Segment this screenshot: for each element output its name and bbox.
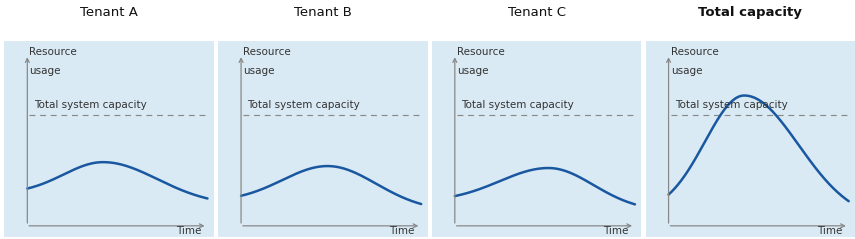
Text: Tenant B: Tenant B xyxy=(294,6,351,19)
Text: usage: usage xyxy=(670,66,702,76)
Text: Time: Time xyxy=(176,226,201,236)
Text: Resource: Resource xyxy=(457,47,504,56)
Text: Total system capacity: Total system capacity xyxy=(247,100,360,110)
Text: Total system capacity: Total system capacity xyxy=(675,100,787,110)
Text: usage: usage xyxy=(457,66,488,76)
Text: Time: Time xyxy=(817,226,842,236)
Text: usage: usage xyxy=(243,66,274,76)
Text: Time: Time xyxy=(390,226,415,236)
Text: Time: Time xyxy=(604,226,628,236)
Text: Resource: Resource xyxy=(29,47,77,56)
Text: usage: usage xyxy=(29,66,61,76)
Text: Total system capacity: Total system capacity xyxy=(461,100,574,110)
Text: Total system capacity: Total system capacity xyxy=(33,100,146,110)
Text: Resource: Resource xyxy=(243,47,291,56)
Text: Resource: Resource xyxy=(670,47,718,56)
Text: Tenant C: Tenant C xyxy=(508,6,565,19)
Text: Total capacity: Total capacity xyxy=(699,6,802,19)
Text: Tenant A: Tenant A xyxy=(80,6,138,19)
